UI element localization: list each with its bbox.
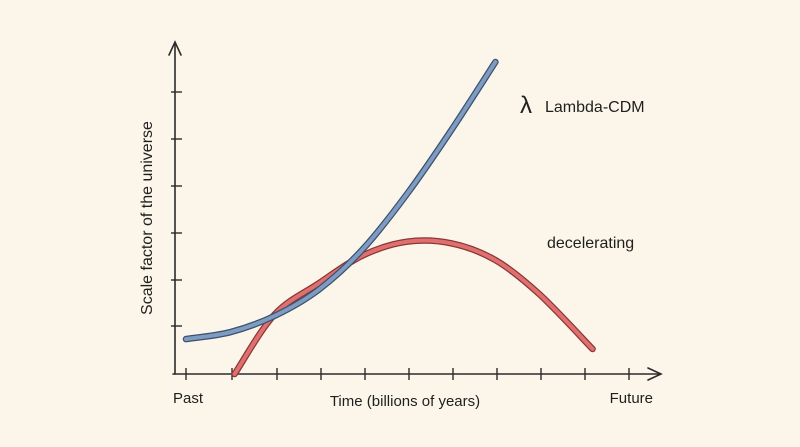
x-axis [172, 367, 663, 381]
series-line-lambda-cdm [184, 60, 498, 342]
x-tick-label-future: Future [610, 390, 653, 407]
x-axis-arrow [647, 367, 663, 381]
series-label-lambda-symbol: λ [520, 92, 532, 119]
y-axis-arrow [168, 40, 182, 56]
x-tick-label-past: Past [173, 390, 204, 407]
x-ticks [185, 368, 630, 380]
series-label-lambda-cdm: Lambda-CDM [545, 99, 645, 116]
y-axis [168, 40, 182, 375]
series-layer [182, 58, 596, 378]
x-axis-label: Time (billions of years) [330, 393, 480, 410]
series-line-decelerating [232, 238, 595, 376]
y-ticks [171, 91, 182, 327]
series-line-outline-lambda-cdm [182, 58, 499, 343]
series-label-decelerating: decelerating [547, 235, 634, 252]
y-axis-label: Scale factor of the universe [139, 121, 156, 315]
